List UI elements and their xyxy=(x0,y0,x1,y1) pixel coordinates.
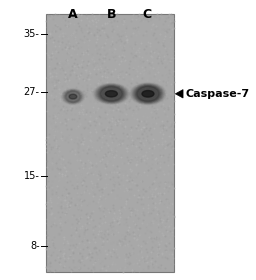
Ellipse shape xyxy=(132,84,164,104)
Text: B: B xyxy=(106,8,116,21)
Polygon shape xyxy=(175,90,183,98)
Text: 27-: 27- xyxy=(24,87,40,97)
Ellipse shape xyxy=(137,87,159,101)
Text: C: C xyxy=(143,8,152,21)
Ellipse shape xyxy=(63,90,83,104)
Ellipse shape xyxy=(105,91,117,97)
Ellipse shape xyxy=(131,83,165,104)
Ellipse shape xyxy=(134,85,162,103)
Text: 15-: 15- xyxy=(24,171,40,181)
Text: Caspase-7: Caspase-7 xyxy=(186,89,250,99)
Bar xyxy=(46,14,174,272)
Ellipse shape xyxy=(94,84,129,104)
Ellipse shape xyxy=(99,86,123,101)
Ellipse shape xyxy=(133,84,163,103)
Ellipse shape xyxy=(65,91,81,102)
Ellipse shape xyxy=(135,85,161,102)
Ellipse shape xyxy=(64,90,82,103)
Ellipse shape xyxy=(66,91,80,102)
Ellipse shape xyxy=(95,84,128,103)
Ellipse shape xyxy=(97,85,125,102)
Ellipse shape xyxy=(136,86,160,102)
Ellipse shape xyxy=(100,87,122,101)
Text: 8-: 8- xyxy=(30,241,40,251)
Ellipse shape xyxy=(96,85,126,103)
Ellipse shape xyxy=(65,90,81,103)
Text: 35-: 35- xyxy=(24,29,40,39)
Ellipse shape xyxy=(69,94,77,99)
Ellipse shape xyxy=(142,90,154,97)
Ellipse shape xyxy=(98,86,124,102)
Text: A: A xyxy=(68,8,78,21)
